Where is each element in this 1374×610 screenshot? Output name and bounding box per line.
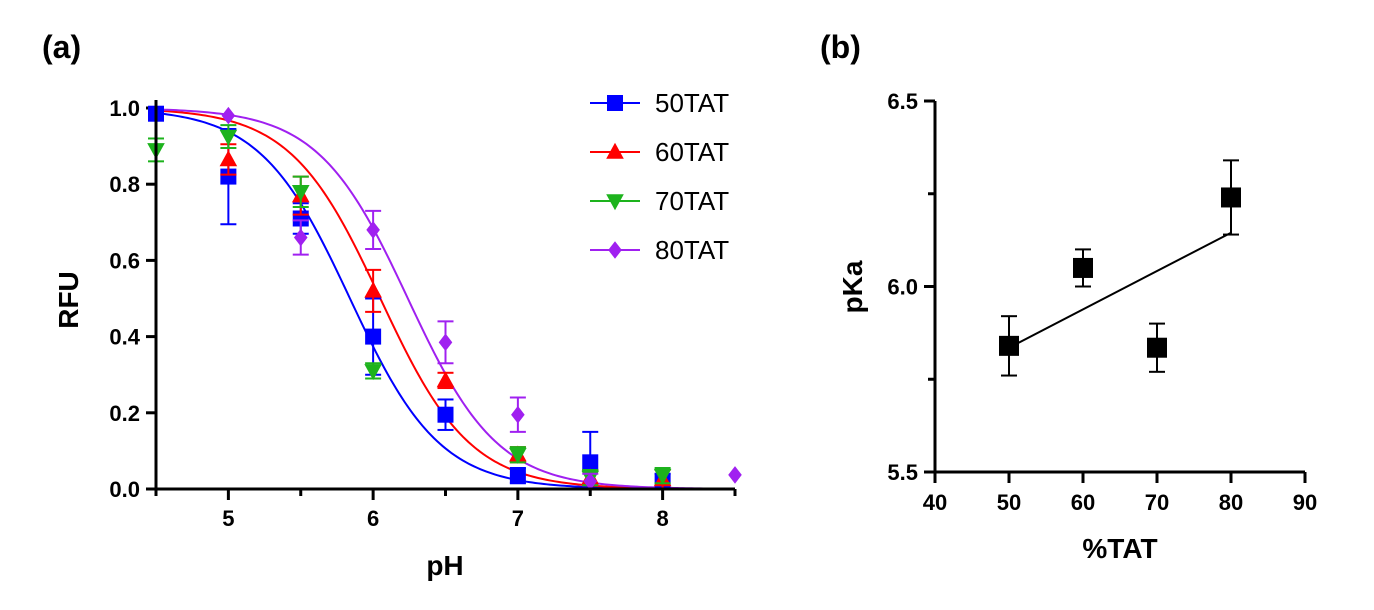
data-point <box>364 281 382 298</box>
panel-b-ticks: 5.5 6.0 6.5 40 50 60 70 80 90 <box>887 89 1317 515</box>
data-point <box>436 371 455 388</box>
panel-a-ytick-label: 0.2 <box>109 401 140 426</box>
fit-curve-50tat <box>155 112 736 490</box>
series-60tat <box>219 143 672 490</box>
data-point <box>1147 337 1167 358</box>
series-pka <box>999 159 1241 377</box>
data-point <box>1073 257 1093 278</box>
panel-b-xtick-label: 40 <box>923 490 947 515</box>
legend-label: 50TAT <box>655 88 729 118</box>
trendline <box>1008 231 1232 349</box>
legend-item-80tat: 80TAT <box>590 235 729 265</box>
panel-a: (a) RFU pH 0.0 0.2 0.4 0.6 0.8 1.0 5 6 7 8 50TAT 6… <box>42 29 742 581</box>
data-point <box>437 406 454 423</box>
panel-b-ytick-label: 6.0 <box>887 275 918 300</box>
data-point <box>293 228 308 247</box>
fit-curve-60tat <box>155 109 736 490</box>
data-point <box>365 328 382 345</box>
data-point <box>366 221 380 239</box>
data-point <box>220 168 237 185</box>
data-point <box>291 185 310 202</box>
data-point <box>438 333 453 352</box>
fit-curve-80tat <box>155 108 736 490</box>
data-point <box>653 468 672 485</box>
panel-a-xlabel: pH <box>426 550 463 581</box>
panel-a-ytick-label: 0.6 <box>109 248 140 273</box>
legend-marker <box>606 194 624 211</box>
panel-a-xtick-label: 5 <box>222 506 234 531</box>
data-point <box>219 150 238 167</box>
data-point <box>1221 187 1241 208</box>
panel-b-ytick-label: 6.5 <box>887 89 918 114</box>
panel-a-data-points <box>147 105 742 491</box>
data-point <box>582 454 599 471</box>
panel-b-trendline <box>1008 231 1232 349</box>
legend-label: 80TAT <box>655 235 729 265</box>
data-point <box>509 447 527 464</box>
panel-b-ylabel: pKa <box>837 260 868 313</box>
panel-b-label: (b) <box>820 29 861 65</box>
legend-marker <box>607 95 623 111</box>
legend-marker <box>606 142 624 159</box>
legend-item-60tat: 60TAT <box>590 137 729 167</box>
legend-label: 60TAT <box>655 137 729 167</box>
panel-a-ytick-label: 1.0 <box>109 96 140 121</box>
legend-label: 70TAT <box>655 186 729 216</box>
panel-b-xtick-label: 50 <box>997 490 1021 515</box>
panel-b-xtick-label: 90 <box>1293 490 1317 515</box>
panel-a-xtick-label: 8 <box>657 506 669 531</box>
series-70tat <box>147 124 672 487</box>
panel-a-ytick-label: 0.4 <box>109 325 140 350</box>
legend-item-70tat: 70TAT <box>590 186 729 216</box>
legend-item-50tat: 50TAT <box>590 88 729 118</box>
data-point <box>509 467 526 484</box>
panel-a-ytick-label: 0.0 <box>109 477 140 502</box>
panel-a-label: (a) <box>42 29 81 65</box>
panel-a-ylabel: RFU <box>53 271 84 329</box>
data-point <box>511 405 525 424</box>
data-point <box>583 472 598 491</box>
data-point <box>364 364 382 381</box>
panel-b-data-points <box>999 159 1241 377</box>
data-point <box>221 106 236 125</box>
panel-b-ytick-label: 5.5 <box>887 460 918 485</box>
legend-marker <box>608 241 622 259</box>
data-point <box>728 466 742 484</box>
panel-b-xlabel: %TAT <box>1082 533 1157 564</box>
panel-a-ytick-label: 0.8 <box>109 172 140 197</box>
panel-b-xtick-label: 60 <box>1071 490 1095 515</box>
panel-b: (b) pKa %TAT 5.5 6.0 6.5 40 50 60 70 80 90 <box>820 29 1317 564</box>
panel-b-xtick-label: 70 <box>1145 490 1169 515</box>
panel-a-xtick-label: 6 <box>367 506 379 531</box>
panel-a-ticks: 0.0 0.2 0.4 0.6 0.8 1.0 5 6 7 8 <box>109 96 737 531</box>
panel-a-fit-curves <box>155 108 736 490</box>
panel-a-xtick-label: 7 <box>512 506 524 531</box>
data-point <box>219 129 238 146</box>
panel-b-xtick-label: 80 <box>1219 490 1243 515</box>
panel-a-legend: 50TAT 60TAT 70TAT 80TAT <box>590 88 729 265</box>
data-point <box>999 335 1019 356</box>
